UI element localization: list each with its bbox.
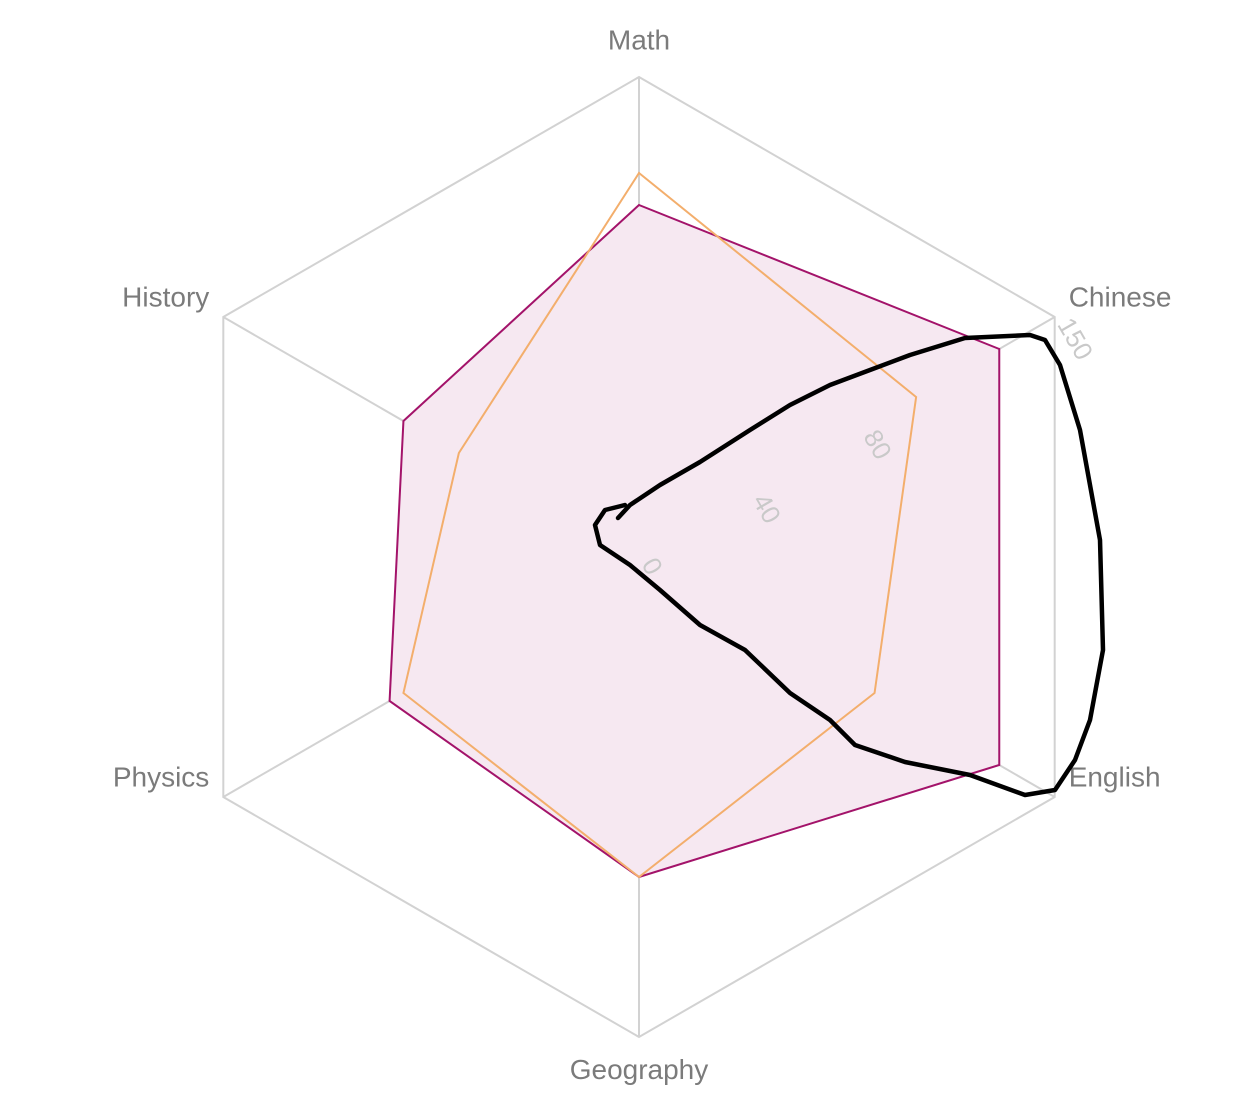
axis-label: History — [122, 281, 209, 312]
axis-label: Physics — [113, 761, 209, 792]
axis-label: English — [1069, 761, 1161, 792]
axis-label: Chinese — [1069, 281, 1172, 312]
axis-label: Math — [608, 25, 670, 56]
series-area — [388, 203, 1001, 879]
hand-drawn-annotation — [592, 332, 1106, 798]
tick-label: 150 — [1052, 312, 1100, 365]
axis-label: Geography — [570, 1054, 709, 1085]
plot: Math Chinese English Geography Physics Histor… — [113, 25, 1172, 1086]
series-area — [402, 171, 918, 879]
